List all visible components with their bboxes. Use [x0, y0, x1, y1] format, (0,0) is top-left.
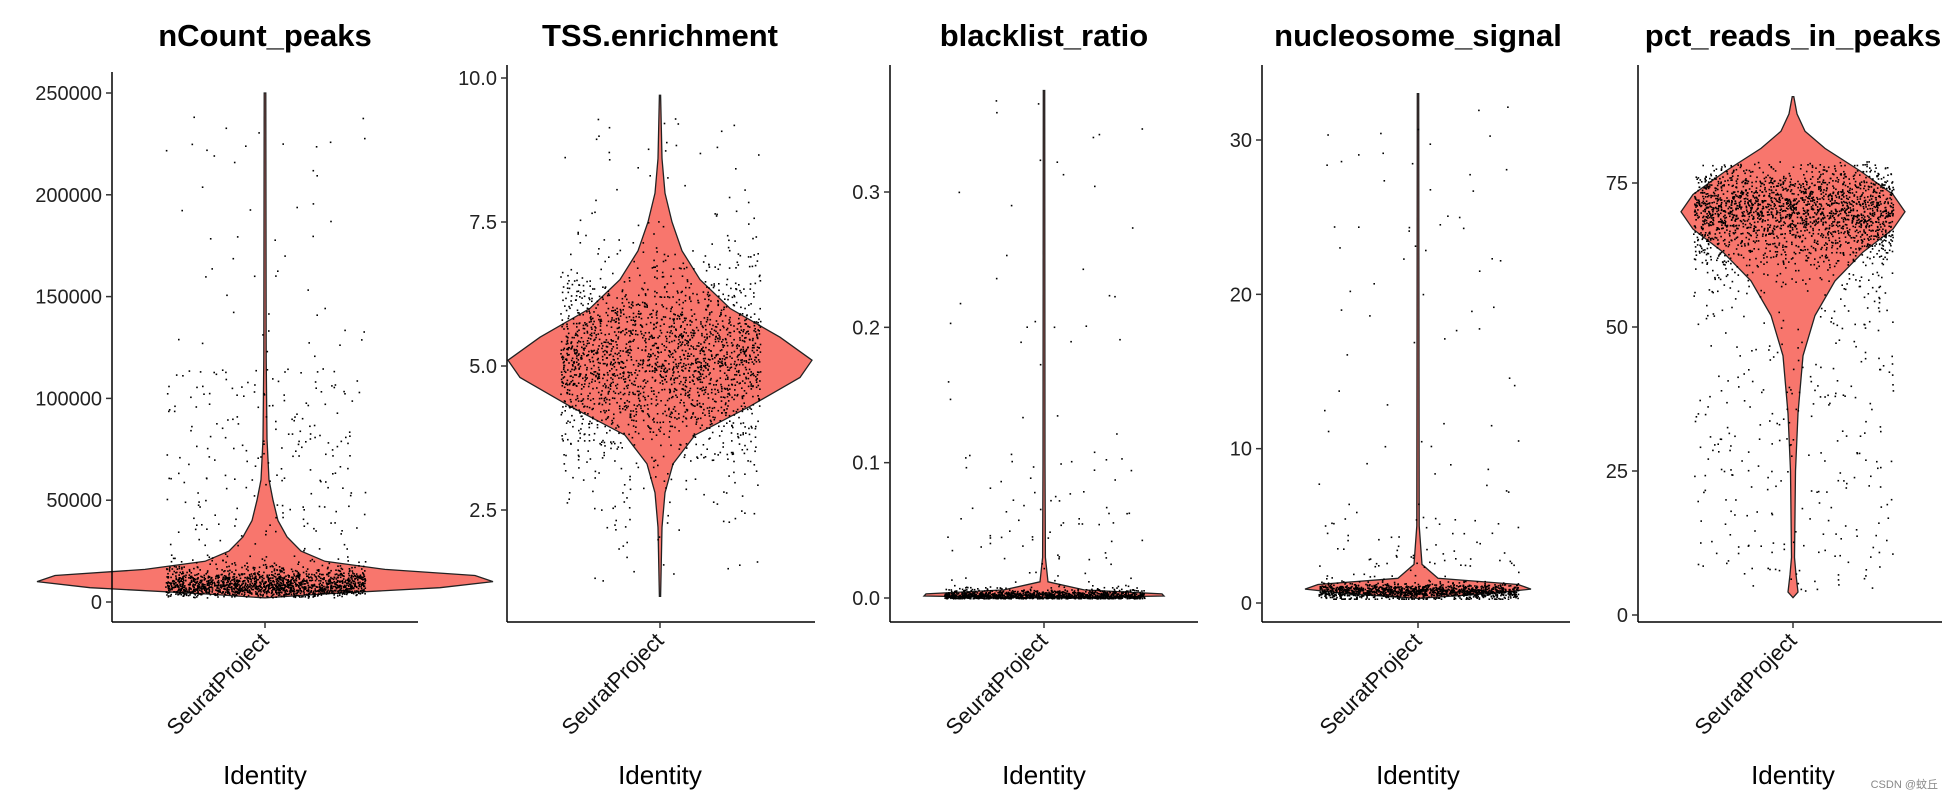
- y-tick-label: 7.5: [469, 212, 497, 234]
- watermark: CSDN @蚊丘: [1871, 777, 1938, 791]
- y-tick-label: 0.2: [852, 317, 880, 339]
- violin-body: [1304, 93, 1532, 600]
- y-tick-label: 200000: [35, 185, 102, 207]
- data-points: [944, 100, 1146, 600]
- x-axis-title: Identity: [1751, 760, 1835, 790]
- panel-title: pct_reads_in_peaks: [1645, 18, 1941, 53]
- x-axis-title: Identity: [223, 760, 307, 790]
- data-points: [165, 116, 367, 599]
- data-points: [560, 118, 762, 582]
- point-cloud: [944, 100, 1146, 600]
- y-tick-label: 10.0: [458, 68, 497, 90]
- point-cloud: [165, 116, 367, 599]
- violin-body: [507, 94, 813, 598]
- y-tick-label: 250000: [35, 83, 102, 105]
- y-tick-label: 0.3: [852, 182, 880, 204]
- x-axis-title: Identity: [1376, 760, 1460, 790]
- violin-body: [36, 92, 494, 599]
- point-cloud: [1318, 106, 1520, 600]
- y-tick-label: 10: [1230, 439, 1252, 461]
- violin-body: [1680, 95, 1906, 599]
- panel-title: blacklist_ratio: [940, 18, 1148, 53]
- panels: 050000100000150000200000250000SeuratProj…: [35, 18, 1942, 790]
- y-tick-label: 20: [1230, 284, 1252, 306]
- point-cloud: [1693, 161, 1895, 592]
- data-points: [1318, 106, 1520, 600]
- y-tick-label: 5.0: [469, 356, 497, 378]
- y-tick-label: 0: [91, 592, 102, 614]
- violin-panel-5: 0255075SeuratProjectpct_reads_in_peaksId…: [1606, 18, 1942, 790]
- y-tick-label: 2.5: [469, 500, 497, 522]
- point-cloud: [560, 118, 762, 582]
- panel-title: nucleosome_signal: [1274, 18, 1562, 53]
- y-tick-label: 50: [1606, 317, 1628, 339]
- y-tick-label: 30: [1230, 130, 1252, 152]
- panel-title: TSS.enrichment: [542, 18, 778, 53]
- data-points: [1693, 161, 1895, 592]
- y-tick-label: 75: [1606, 173, 1628, 195]
- y-tick-label: 50000: [46, 490, 102, 512]
- y-tick-label: 25: [1606, 461, 1628, 483]
- y-tick-label: 100000: [35, 388, 102, 410]
- y-tick-label: 0: [1241, 593, 1252, 615]
- violin-panel-1: 050000100000150000200000250000SeuratProj…: [35, 18, 494, 790]
- y-tick-label: 150000: [35, 287, 102, 309]
- x-axis-title: Identity: [618, 760, 702, 790]
- y-tick-label: 0.1: [852, 453, 880, 475]
- y-tick-label: 0.0: [852, 588, 880, 610]
- panel-title: nCount_peaks: [158, 18, 372, 53]
- x-axis-title: Identity: [1002, 760, 1086, 790]
- y-tick-label: 0: [1617, 605, 1628, 627]
